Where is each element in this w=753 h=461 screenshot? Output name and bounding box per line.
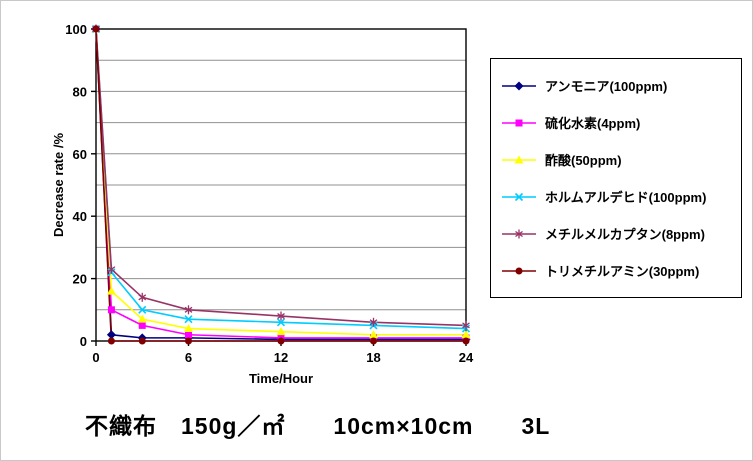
- x-axis-label: Time/Hour: [249, 371, 313, 386]
- legend-item: アンモニア(100ppm): [491, 67, 741, 104]
- line-chart: 0 20 40 60 80 100 0 6 12 18 24 Decrease rate /% Time…: [51, 22, 474, 386]
- legend-item: メチルメルカプタン(8ppm): [491, 215, 741, 252]
- svg-text:100: 100: [65, 22, 87, 37]
- legend-square-marker-icon: [502, 119, 536, 126]
- svg-text:18: 18: [366, 350, 380, 365]
- legend-x-marker-icon: [502, 192, 536, 201]
- chart-caption: 不織布 150g／㎡ 10cm×10cm 3L: [85, 413, 551, 439]
- svg-text:24: 24: [459, 350, 474, 365]
- svg-text:40: 40: [73, 209, 87, 224]
- legend-label: トリメチルアミン(30ppm): [545, 264, 700, 279]
- legend-label: ホルムアルデヒド(100ppm): [545, 190, 707, 205]
- legend-triangle-marker-icon: [502, 155, 536, 163]
- legend-diamond-marker-icon: [502, 81, 536, 90]
- legend-label: メチルメルカプタン(8ppm): [545, 227, 705, 242]
- legend-asterisk-marker-icon: [502, 229, 536, 238]
- legend-label: 硫化水素(4ppm): [545, 116, 641, 131]
- legend-item: 硫化水素(4ppm): [491, 104, 741, 141]
- legend-label: アンモニア(100ppm): [545, 79, 668, 94]
- legend-item: 酢酸(50ppm): [491, 141, 741, 178]
- legend-item: トリメチルアミン(30ppm): [491, 252, 741, 289]
- svg-text:0: 0: [80, 334, 87, 349]
- svg-text:6: 6: [185, 350, 192, 365]
- legend-item: ホルムアルデヒド(100ppm): [491, 178, 741, 215]
- svg-text:20: 20: [73, 272, 87, 287]
- svg-text:80: 80: [73, 84, 87, 99]
- legend-label: 酢酸(50ppm): [545, 153, 622, 168]
- svg-text:0: 0: [92, 350, 99, 365]
- legend-circle-marker-icon: [502, 267, 536, 274]
- chart-legend: アンモニア(100ppm) 硫化水素(4ppm) 酢酸(50ppm) ホルムアルデヒド…: [490, 58, 742, 298]
- svg-text:12: 12: [274, 350, 288, 365]
- svg-text:60: 60: [73, 147, 87, 162]
- y-axis-label: Decrease rate /%: [51, 133, 66, 238]
